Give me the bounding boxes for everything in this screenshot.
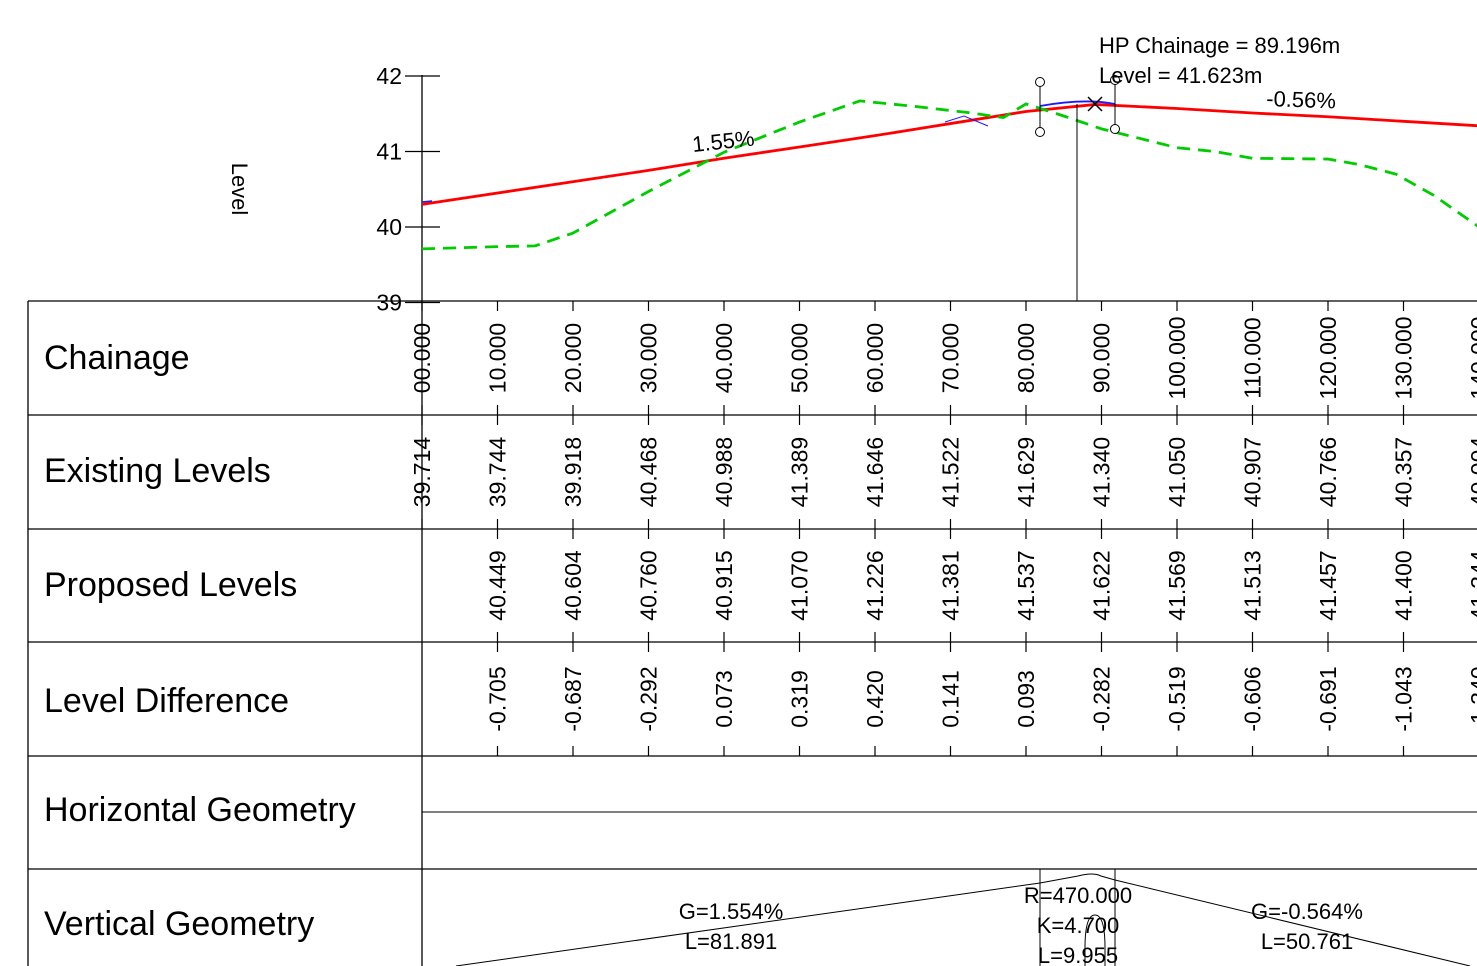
proposed-value: 41.344 <box>1466 550 1477 621</box>
proposed-value: 41.381 <box>938 550 964 620</box>
difference-value: 0.141 <box>938 670 964 728</box>
y-tick-label: 42 <box>376 63 402 89</box>
chainage-value: 100.000 <box>1164 316 1190 399</box>
chainage-value: 70.000 <box>938 323 964 393</box>
vg-length-in: L=81.891 <box>685 929 777 954</box>
row-label-proposed-levels: Proposed Levels <box>44 566 297 604</box>
hp-chainage-label: HP Chainage = 89.196m <box>1099 33 1340 58</box>
difference-value: -0.687 <box>560 666 586 731</box>
curve-start-grip <box>1035 77 1045 87</box>
difference-value: -0.292 <box>636 666 662 731</box>
row-label-chainage: Chainage <box>44 339 190 377</box>
proposed-value: 41.457 <box>1315 550 1341 620</box>
existing-value: 39.918 <box>560 437 586 507</box>
vg-radius: R=470.000 <box>1024 883 1132 908</box>
proposed-value: 41.070 <box>787 550 813 620</box>
chainage-value: 00.000 <box>409 323 435 393</box>
table-values: 00.000 10.000 20.000 30.000 40.000 50.000 60.0… <box>409 301 1477 756</box>
chainage-value: 140.000 <box>1466 316 1477 399</box>
difference-value: 0.073 <box>711 670 737 728</box>
chainage-value: 20.000 <box>560 323 586 393</box>
y-tick-label: 39 <box>376 290 402 316</box>
row-label-vertical-geometry: Vertical Geometry <box>44 905 314 943</box>
existing-value: 41.340 <box>1089 437 1115 507</box>
existing-value: 40.907 <box>1240 437 1266 507</box>
proposed-value: 40.449 <box>485 550 511 620</box>
high-point-marker <box>1087 96 1103 112</box>
vg-k-value: K=4.700 <box>1037 913 1120 938</box>
difference-value: 0.319 <box>787 670 813 728</box>
grade-out-label: -0.56% <box>1266 86 1337 113</box>
chainage-value: 80.000 <box>1013 323 1039 393</box>
difference-value: -1.340 <box>1466 666 1477 731</box>
start-curve-overlay <box>421 200 433 203</box>
existing-value: 40.468 <box>636 437 662 507</box>
proposed-value: 40.915 <box>711 550 737 620</box>
existing-value: 39.744 <box>485 437 511 508</box>
difference-value: -0.519 <box>1164 666 1190 731</box>
hp-level-label: Level = 41.623m <box>1099 63 1262 88</box>
existing-value: 41.050 <box>1164 437 1190 507</box>
chainage-value: 120.000 <box>1315 316 1341 399</box>
chainage-value: 90.000 <box>1089 323 1115 393</box>
row-label-existing-levels: Existing Levels <box>44 452 271 490</box>
vg-curve-length: L=9.955 <box>1038 943 1118 966</box>
proposed-value: 40.604 <box>560 550 586 621</box>
vertical-curve-overlay <box>1039 100 1116 107</box>
row-label-horizontal-geometry: Horizontal Geometry <box>44 791 356 829</box>
proposed-value: 41.400 <box>1391 550 1417 620</box>
chainage-value: 110.000 <box>1240 317 1266 398</box>
chainage-value: 30.000 <box>636 323 662 393</box>
difference-value: 0.420 <box>862 670 888 728</box>
vertical-curve-symbol <box>1039 873 1116 884</box>
proposed-value: 40.760 <box>636 550 662 620</box>
chainage-value: 130.000 <box>1391 316 1417 399</box>
grade-in-segment <box>455 882 1041 966</box>
data-table: Chainage Existing Levels Proposed Levels… <box>27 300 1477 966</box>
vg-length-out: L=50.761 <box>1261 929 1353 954</box>
existing-levels-line <box>421 99 1477 251</box>
y-tick-label: 40 <box>376 214 402 240</box>
proposed-value: 41.226 <box>862 550 888 620</box>
difference-value: -1.043 <box>1391 666 1417 731</box>
y-axis-ticks: 42 41 40 39 <box>376 63 440 316</box>
proposed-levels-line <box>421 103 1477 206</box>
existing-value: 40.357 <box>1391 437 1417 507</box>
chainage-value: 10.000 <box>485 323 511 393</box>
grade-in-label: 1.55% <box>691 126 756 157</box>
row-label-level-difference: Level Difference <box>44 682 289 720</box>
vg-grade-out: G=-0.564% <box>1251 899 1363 924</box>
proposed-value: 41.622 <box>1089 550 1115 620</box>
proposed-value: 41.513 <box>1240 550 1266 620</box>
chainage-value: 40.000 <box>711 323 737 393</box>
difference-value: 0.093 <box>1013 670 1039 728</box>
y-tick-label: 41 <box>376 139 402 165</box>
grade-out-segment <box>1114 879 1471 966</box>
chainage-value: 60.000 <box>862 323 888 393</box>
difference-value: -0.282 <box>1089 666 1115 731</box>
vertical-geometry-band: G=1.554% L=81.891 R=470.000 K=4.700 L=9.… <box>455 869 1471 966</box>
existing-value: 41.629 <box>1013 437 1039 507</box>
existing-value: 41.522 <box>938 437 964 507</box>
y-axis: 42 41 40 39 Level <box>227 63 440 966</box>
curve-end-grip <box>1110 124 1120 134</box>
difference-value: -0.705 <box>485 666 511 731</box>
vg-grade-in: G=1.554% <box>679 899 784 924</box>
difference-value: -0.606 <box>1240 666 1266 731</box>
chainage-value: 50.000 <box>787 323 813 393</box>
plot-area <box>421 99 1477 251</box>
y-axis-title: Level <box>227 163 252 216</box>
existing-value: 40.766 <box>1315 437 1341 507</box>
proposed-value: 41.569 <box>1164 550 1190 620</box>
existing-value: 41.646 <box>862 437 888 507</box>
existing-value: 40.004 <box>1466 437 1477 508</box>
proposed-value: 41.537 <box>1013 550 1039 620</box>
difference-value: -0.691 <box>1315 666 1341 731</box>
existing-value: 39.714 <box>409 437 435 508</box>
existing-value: 41.389 <box>787 437 813 507</box>
existing-value: 40.988 <box>711 437 737 507</box>
high-point-annotation: HP Chainage = 89.196m Level = 41.623m 1.… <box>691 33 1340 301</box>
grade-marker <box>944 115 989 127</box>
